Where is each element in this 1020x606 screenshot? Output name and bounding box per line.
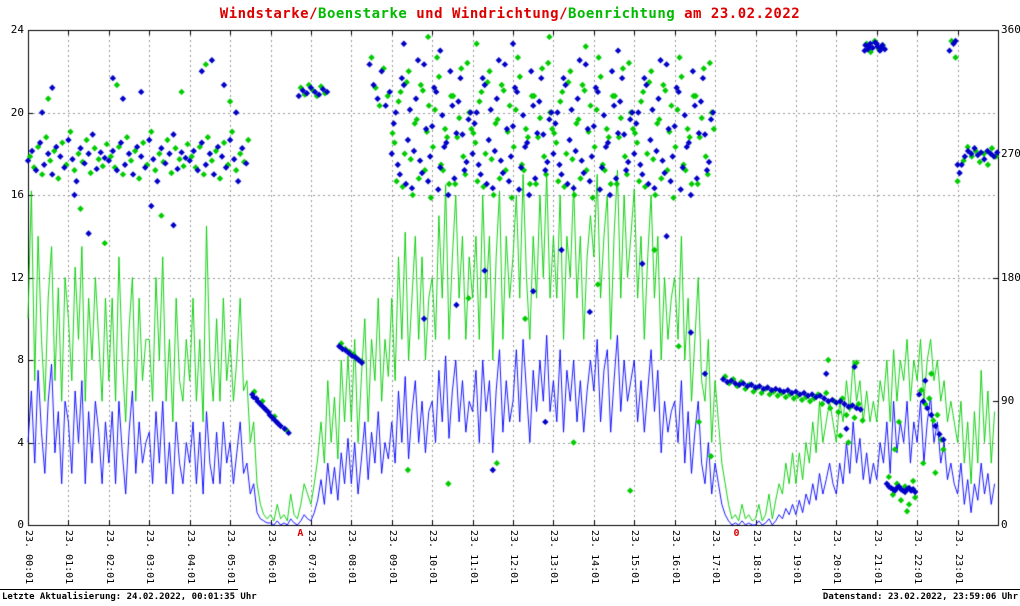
chart-title-segment: Windstarke/ (219, 6, 319, 22)
x-axis-tick-label: 23. 03:01 (144, 530, 156, 585)
y-axis-right-tick-label: 360 (1001, 23, 1020, 36)
x-axis-tick-label: 23. 17:01 (710, 530, 722, 585)
x-axis-tick-label: 23. 12:01 (508, 530, 519, 585)
x-axis-tick-label: 23. 07:01 (305, 530, 317, 585)
chart-title-segment: Boenrichtung (568, 6, 676, 22)
x-axis-tick-label: 23. 10:01 (427, 530, 439, 585)
x-axis-tick-label: 23. 02:01 (103, 530, 115, 585)
y-axis-right-tick-label: 90 (1001, 394, 1015, 408)
y-axis-left-tick-label: 8 (17, 353, 24, 366)
x-axis-tick-label: 23. 08:01 (346, 530, 358, 585)
chart-title: Windstarke/Boenstarke und Windrichtung/B… (0, 6, 1020, 22)
x-axis-tick-label: 23. 22:01 (912, 530, 924, 585)
y-axis-left-tick-label: 12 (10, 270, 24, 284)
chart-title-segment: Boenstarke (318, 6, 408, 22)
y-axis-left-tick-label: 0 (17, 518, 24, 531)
x-axis-tick-label: 23. 21:01 (871, 530, 883, 585)
x-axis-tick-label: 23. 01:01 (63, 530, 75, 585)
chart-title-segment: und Windrichtung/ (407, 6, 569, 22)
x-axis-tick-label: 23. 15:01 (629, 530, 641, 585)
x-axis-tick-label: 23. 18:01 (750, 530, 762, 585)
x-axis-tick-label: 23. 19:01 (790, 530, 802, 585)
x-axis-tick-label: 23. 05:01 (225, 530, 237, 585)
axis-annotation: 0 (733, 528, 740, 539)
x-axis-tick-label: 23. 14:01 (588, 530, 600, 585)
y-axis-left-tick-label: 20 (10, 105, 24, 119)
y-axis-left-tick-label: 4 (17, 435, 24, 449)
x-axis-tick-label: 23. 13:01 (548, 530, 560, 585)
x-axis-tick-label: 23. 04:01 (184, 530, 196, 585)
footer-last-update: Letzte Aktualisierung: 24.02.2022, 00:01… (0, 589, 257, 602)
y-axis-left-tick-label: 24 (10, 23, 24, 36)
x-axis-tick-label: 23. 06:01 (265, 530, 277, 585)
y-axis-left-tick-label: 16 (10, 188, 24, 201)
x-axis-tick-label: 23. 09:01 (386, 530, 398, 585)
chart-title-segment: am 23.02.2022 (675, 6, 801, 22)
x-axis-tick-label: 23. 11:01 (467, 530, 479, 585)
y-axis-right-tick-label: 270 (1001, 146, 1020, 160)
x-axis-tick-label: 23. 00:01 (23, 530, 34, 585)
x-axis-tick-label: 23. 23:01 (952, 530, 964, 585)
footer-data-state: Datenstand: 23.02.2022, 23:59:06 Uhr (822, 589, 1020, 602)
x-axis-tick-label: 23. 16:01 (669, 530, 681, 585)
x-axis-tick-label: 23. 20:01 (831, 530, 843, 585)
y-axis-right-tick-label: 0 (1001, 518, 1008, 531)
y-axis-right-tick-label: 180 (1001, 270, 1020, 284)
axis-annotation: A (297, 528, 304, 539)
